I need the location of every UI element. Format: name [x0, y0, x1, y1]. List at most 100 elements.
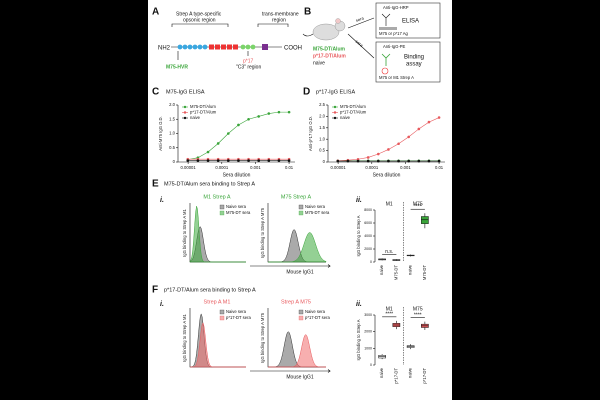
data-point	[226, 132, 230, 135]
histogram-curve	[268, 232, 327, 263]
binding-box	[375, 41, 441, 83]
legend-label: p*17-DT/Alum	[190, 110, 217, 115]
data-point	[417, 127, 421, 131]
mouse-icon	[302, 18, 346, 41]
data-point	[356, 157, 360, 161]
brace	[257, 23, 289, 27]
data-point	[427, 120, 431, 124]
assay-name: Binding	[404, 55, 424, 61]
y-axis-label: Anti-M75 IgG O.D.	[158, 116, 163, 150]
data-point	[247, 117, 250, 121]
y-tick-label: 2000	[364, 330, 372, 334]
y-tick-label: 0.5	[319, 148, 325, 153]
histogram-title: M1 Strep A	[203, 194, 231, 200]
c-terminus: COOH	[284, 46, 302, 52]
n-terminus: NH2	[158, 46, 171, 52]
panel-label: C	[152, 87, 159, 98]
legend-swatch	[219, 204, 225, 210]
histogram-ylabel: IgG binding to Strep A M1	[182, 208, 187, 256]
y-tick-label: 1.0	[169, 131, 175, 136]
data-point	[287, 110, 291, 114]
histogram-curve	[189, 322, 246, 368]
legend-swatch	[219, 309, 225, 315]
y-tick-label: 6000	[364, 221, 372, 225]
data-point	[397, 159, 400, 163]
legend-swatch	[298, 315, 304, 321]
histogram-curve	[189, 206, 246, 263]
legend-swatch	[219, 315, 225, 321]
data-point	[267, 159, 271, 162]
data-point	[216, 142, 220, 145]
antibody-label: Anti-IgG-PE	[383, 44, 406, 49]
y-axis-label: IgG binding to Strep A	[356, 319, 361, 360]
arrow	[177, 51, 249, 60]
data-point	[346, 159, 350, 163]
legend-label: Naive sera	[226, 204, 247, 209]
group-label: M75	[413, 201, 423, 207]
y-tick-label: 1000	[364, 346, 372, 350]
group-label: M75	[413, 306, 423, 312]
assay-name: ELISA	[402, 19, 419, 25]
y-axis-label: Anti-p*17 IgG O.D.	[308, 116, 313, 151]
legend-label: p*17-DT sera	[305, 315, 330, 320]
panel-label: B	[304, 7, 311, 18]
histogram-xlabel: Mouse IgG1	[286, 374, 313, 380]
data-point	[387, 159, 390, 163]
data-point	[206, 159, 210, 162]
legend-label: naive	[340, 115, 351, 120]
antigen-label: M75 or p*17 Ag	[379, 31, 409, 36]
data-point	[437, 159, 441, 163]
histogram-ylabel: IgG binding to Strep A M75	[260, 312, 265, 363]
legend-label: p*17-DT sera	[226, 315, 251, 320]
part-label: i.	[160, 197, 164, 204]
x-tick-label: p*17-DT	[393, 368, 398, 384]
histogram-title: M75 Strep A	[281, 194, 312, 200]
y-tick-label: 3000	[364, 313, 372, 317]
arrow	[347, 17, 375, 59]
data-point	[407, 135, 410, 139]
data-point	[397, 142, 400, 146]
data-point	[267, 112, 271, 115]
hvr-label: M75-HVR	[166, 64, 188, 70]
x-tick-label: naive	[408, 264, 413, 275]
beads	[177, 44, 268, 50]
panel-label: E	[152, 179, 159, 190]
legend-label: p*17-DT/Alum	[340, 110, 367, 115]
x-axis-label: Sera dilution	[373, 172, 401, 178]
data-point	[206, 150, 210, 154]
x-tick-label: p*17-DT	[422, 368, 427, 384]
x-tick-label: naive	[379, 367, 384, 378]
y-tick-label: 2.5	[319, 102, 325, 107]
p17-label: p*17	[243, 58, 254, 64]
target-label: M75 or M1 Strep A	[379, 75, 414, 80]
x-tick-label: 0.01	[285, 165, 294, 170]
chart-title: p*17-IgG ELISA	[316, 89, 355, 95]
y-tick-label: 4000	[364, 234, 372, 238]
brace	[171, 23, 229, 27]
x-axis-label: Sera dilution	[223, 172, 251, 178]
legend-label: M75-DT/Alum	[340, 104, 366, 109]
legend-label: naive	[190, 115, 201, 120]
panel-title: p*17-DT/Alum sera binding to Strep A	[164, 287, 256, 293]
x-tick-label: 0.001	[250, 165, 261, 170]
legend-swatch	[298, 309, 304, 315]
y-tick-label: 0	[370, 260, 372, 264]
antibody-icon	[381, 53, 391, 66]
group-label: M1	[386, 306, 393, 312]
group-label: p*17-DT/Alum	[313, 53, 346, 59]
part-label: ii.	[356, 197, 362, 204]
significance-label: ****	[385, 312, 393, 318]
histogram-title: Strep A M1	[204, 299, 231, 305]
data-point	[407, 159, 410, 163]
data-point	[417, 159, 421, 163]
legend-swatch	[298, 210, 304, 216]
significance-label: n.s.	[385, 249, 393, 255]
significance-label: ****	[414, 204, 422, 210]
region-label: Strep A type-specific	[176, 11, 222, 17]
y-axis-label: IgG binding to Strep A	[356, 215, 361, 256]
data-point	[257, 159, 260, 162]
histogram-ylabel: IgG binding to Strep A M75	[260, 207, 265, 258]
legend-label: Naive sera	[305, 309, 326, 314]
